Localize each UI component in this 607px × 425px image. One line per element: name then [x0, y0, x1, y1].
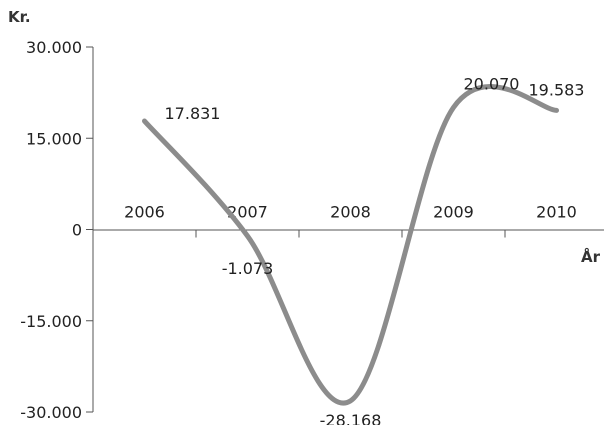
x-category-label: 2007: [227, 203, 268, 222]
data-label: -28.168: [320, 411, 382, 425]
y-axis-title: Kr.: [8, 8, 31, 26]
x-axis-ticks: 2006 2007 2008 2009 2010: [124, 203, 577, 238]
y-tick-label: 0: [72, 221, 82, 240]
x-category-label: 2008: [330, 203, 371, 222]
x-axis-title: År: [581, 247, 601, 266]
y-tick-label: 15.000: [26, 129, 82, 148]
y-tick-label: -30.000: [20, 403, 82, 422]
data-label: 17.831: [165, 104, 221, 123]
x-category-label: 2006: [124, 203, 165, 222]
data-label: 19.583: [529, 80, 585, 99]
y-tick-label: 30.000: [26, 38, 82, 57]
data-labels: 17.831 -1.073 -28.168 20.070 19.583: [165, 74, 585, 425]
series-line: [142, 84, 559, 406]
data-label: -1.073: [222, 259, 274, 278]
y-axis-ticks: 30.000 15.000 0 -15.000 -30.000: [20, 38, 93, 422]
x-category-label: 2010: [536, 203, 577, 222]
series-layer: [142, 84, 559, 406]
x-category-label: 2009: [433, 203, 474, 222]
data-label: 20.070: [464, 74, 520, 93]
y-tick-label: -15.000: [20, 312, 82, 331]
